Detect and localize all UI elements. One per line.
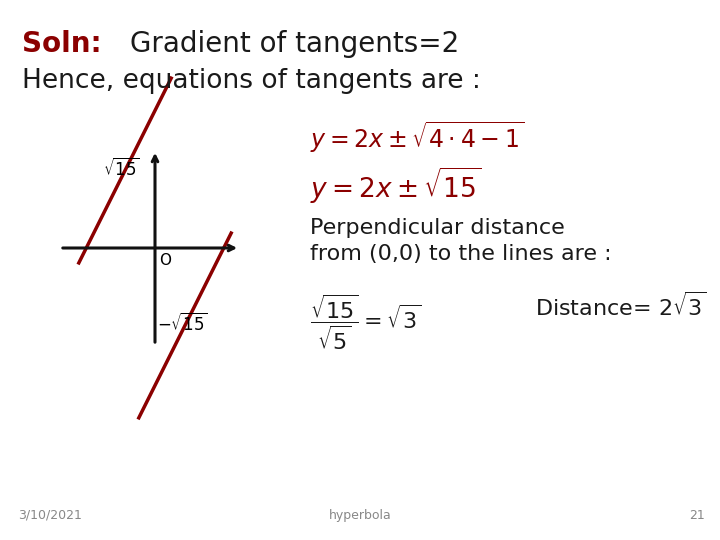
Text: 3/10/2021: 3/10/2021 — [18, 509, 82, 522]
Text: Perpendicular distance: Perpendicular distance — [310, 218, 564, 238]
Text: Soln:: Soln: — [22, 30, 102, 58]
Text: $y = 2x \pm \sqrt{15}$: $y = 2x \pm \sqrt{15}$ — [310, 165, 482, 206]
Text: $\dfrac{\sqrt{15}}{\sqrt{5}} = \sqrt{3}$: $\dfrac{\sqrt{15}}{\sqrt{5}} = \sqrt{3}$ — [310, 292, 421, 352]
Text: $y = 2x \pm \sqrt{4 \cdot 4 - 1}$: $y = 2x \pm \sqrt{4 \cdot 4 - 1}$ — [310, 120, 524, 156]
Text: Gradient of tangents=2: Gradient of tangents=2 — [130, 30, 459, 58]
Text: 21: 21 — [689, 509, 705, 522]
Text: hyperbola: hyperbola — [328, 509, 392, 522]
Text: Hence, equations of tangents are :: Hence, equations of tangents are : — [22, 68, 481, 94]
Text: $\sqrt{15}$: $\sqrt{15}$ — [103, 158, 140, 180]
Text: Distance= $2\sqrt{3}$: Distance= $2\sqrt{3}$ — [535, 292, 707, 320]
Text: $-\sqrt{15}$: $-\sqrt{15}$ — [157, 313, 208, 334]
Text: O: O — [159, 253, 171, 268]
Text: from (0,0) to the lines are :: from (0,0) to the lines are : — [310, 244, 611, 264]
